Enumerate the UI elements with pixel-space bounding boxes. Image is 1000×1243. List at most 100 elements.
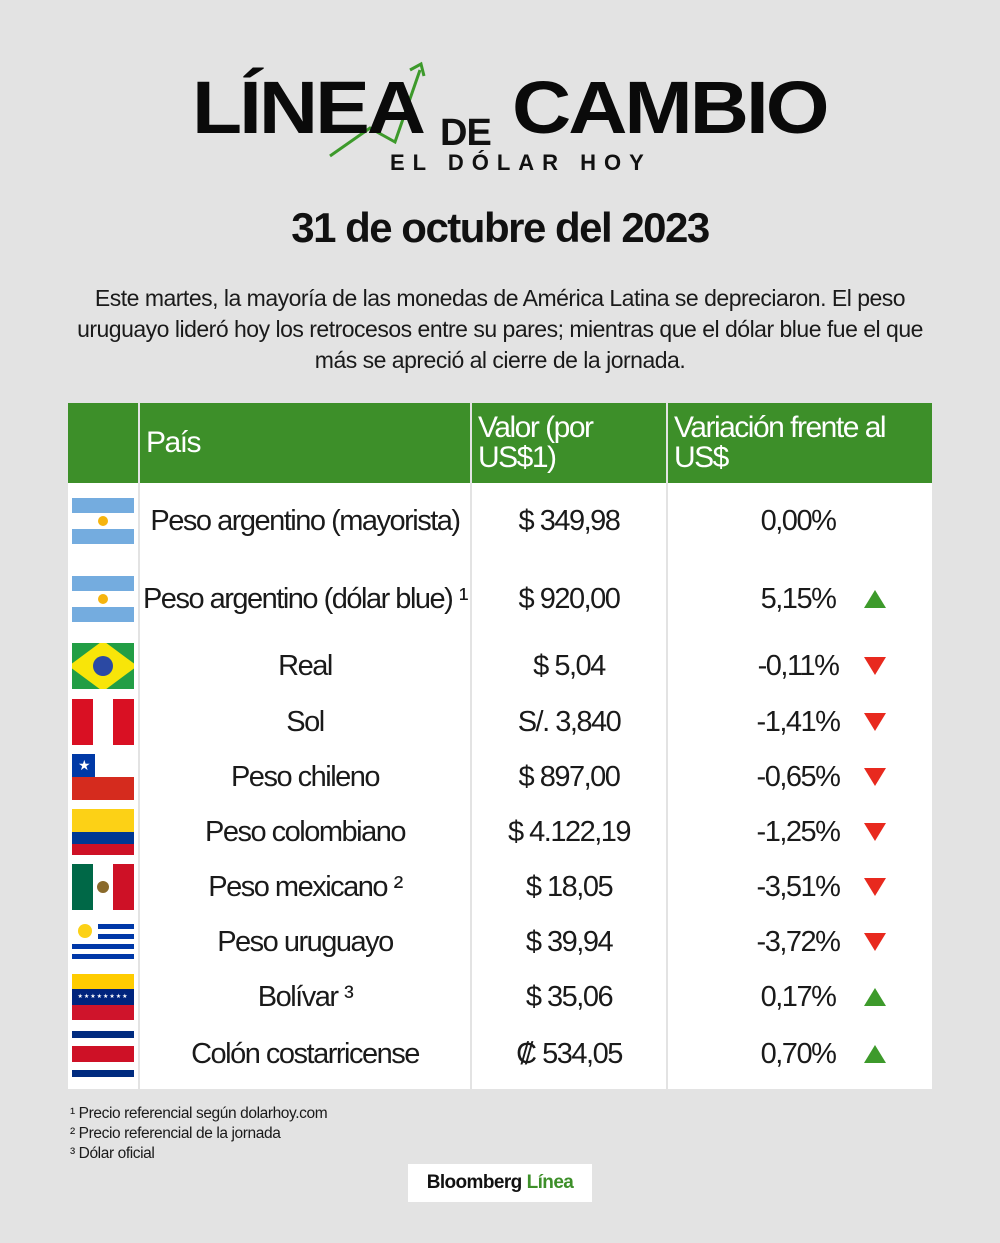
flag-cell bbox=[68, 915, 138, 968]
variation-value: -3,72% bbox=[756, 925, 841, 958]
costa-rica-flag-icon bbox=[72, 1031, 134, 1077]
table-row: ★ Peso chileno $ 897,00 -0,65% bbox=[68, 750, 932, 803]
col-valor: Valor (por US$1) bbox=[478, 411, 594, 474]
logo-cambio: CAMBIO bbox=[512, 67, 830, 150]
table-row: Colón costarricense ₡ 534,05 0,70% bbox=[68, 1025, 932, 1083]
variation-cell: -3,51% bbox=[668, 860, 932, 913]
flag-cell: ★★★★★★★★ bbox=[68, 970, 138, 1023]
brazil-flag-icon bbox=[72, 643, 134, 689]
table-row: Peso colombiano $ 4.122,19 -1,25% bbox=[68, 805, 932, 858]
footnotes: ¹ Precio referencial según dolarhoy.com … bbox=[70, 1104, 328, 1164]
table-row: Sol S/. 3,840 -1,41% bbox=[68, 695, 932, 748]
argentina-flag-icon bbox=[72, 576, 134, 622]
arrow-down-icon bbox=[864, 767, 886, 786]
footnote-3: ³ Dólar oficial bbox=[70, 1145, 155, 1162]
footnote-1: ¹ Precio referencial según dolarhoy.com bbox=[70, 1105, 328, 1122]
divider bbox=[470, 403, 472, 1089]
peru-flag-icon bbox=[72, 698, 134, 745]
currency-value: $ 4.122,19 bbox=[507, 815, 632, 848]
variation-value: 0,17% bbox=[760, 980, 837, 1013]
currency-value: $ 35,06 bbox=[525, 980, 614, 1013]
currency-value: $ 897,00 bbox=[518, 760, 621, 793]
variation-value: -1,41% bbox=[756, 705, 841, 738]
flag-cell bbox=[68, 695, 138, 748]
flag-cell: ★ bbox=[68, 750, 138, 803]
variation-cell: -1,25% bbox=[668, 805, 932, 858]
variation-value: 0,00% bbox=[760, 505, 837, 537]
flag-cell bbox=[68, 860, 138, 913]
currency-value: $ 349,98 bbox=[518, 505, 621, 537]
country-name: Sol bbox=[286, 705, 325, 738]
country-name: Peso argentino (mayorista) bbox=[150, 505, 461, 537]
logo-de: DE bbox=[440, 112, 492, 154]
argentina-flag-icon bbox=[72, 498, 134, 544]
mexico-flag-icon bbox=[72, 863, 134, 910]
currency-value: $ 18,05 bbox=[525, 870, 614, 903]
arrow-up-icon bbox=[864, 987, 886, 1006]
table-row: Peso argentino (dólar blue) ¹ $ 920,00 5,1… bbox=[68, 561, 932, 637]
variation-value: -0,65% bbox=[756, 760, 841, 793]
logo-subtitle: EL DÓLAR HOY bbox=[390, 150, 652, 175]
table-row: Peso uruguayo $ 39,94 -3,72% bbox=[68, 915, 932, 968]
variation-value: 5,15% bbox=[760, 583, 837, 615]
variation-cell: -0,11% bbox=[668, 639, 932, 693]
variation-cell: -3,72% bbox=[668, 915, 932, 968]
arrow-down-icon bbox=[864, 657, 886, 675]
brand-part2: Línea bbox=[526, 1172, 574, 1193]
country-name: Peso mexicano ² bbox=[208, 870, 403, 903]
country-name: Peso colombiano bbox=[205, 815, 406, 848]
arrow-up-icon bbox=[864, 1045, 886, 1063]
variation-value: -1,25% bbox=[756, 815, 841, 848]
country-name: Peso argentino (dólar blue) ¹ bbox=[142, 583, 469, 615]
arrow-up-icon bbox=[864, 590, 886, 608]
venezuela-flag-icon: ★★★★★★★★ bbox=[72, 973, 134, 1020]
col-pais: País bbox=[146, 426, 202, 459]
flag-cell bbox=[68, 1025, 138, 1083]
divider bbox=[138, 403, 140, 1089]
footnote-2: ² Precio referencial de la jornada bbox=[70, 1125, 281, 1142]
flag-cell bbox=[68, 561, 138, 637]
col-variacion: Variación frente al US$ bbox=[674, 411, 887, 474]
table-row: Real $ 5,04 -0,11% bbox=[68, 639, 932, 693]
flag-cell bbox=[68, 639, 138, 693]
variation-cell: -1,41% bbox=[668, 695, 932, 748]
intro-text: Este martes, la mayoría de las monedas d… bbox=[77, 285, 923, 373]
country-name: Peso chileno bbox=[230, 760, 381, 793]
flag-cell bbox=[68, 805, 138, 858]
country-name: Bolívar ³ bbox=[257, 980, 354, 1013]
currency-value: $ 5,04 bbox=[533, 650, 606, 682]
country-name: Real bbox=[278, 650, 333, 682]
arrow-down-icon bbox=[864, 877, 886, 896]
colombia-flag-icon bbox=[72, 808, 134, 855]
currency-value: S/. 3,840 bbox=[517, 705, 622, 738]
variation-cell: 5,15% bbox=[668, 561, 932, 637]
currency-table: País Valor (por US$1) Variación frente a… bbox=[68, 403, 932, 1089]
country-name: Colón costarricense bbox=[191, 1038, 420, 1070]
currency-value: ₡ 534,05 bbox=[516, 1038, 623, 1070]
flag-cell bbox=[68, 483, 138, 559]
divider bbox=[666, 403, 668, 1089]
table-row: Peso argentino (mayorista) $ 349,98 0,00% bbox=[68, 483, 932, 559]
variation-value: -3,51% bbox=[756, 870, 841, 903]
brand-part1: Bloomberg bbox=[426, 1172, 522, 1193]
variation-value: 0,70% bbox=[760, 1038, 837, 1070]
logo-linea: LÍNEA bbox=[192, 67, 426, 150]
table-row: ★★★★★★★★ Bolívar ³ $ 35,06 0,17% bbox=[68, 970, 932, 1023]
arrow-down-icon bbox=[864, 712, 886, 731]
chile-flag-icon: ★ bbox=[72, 753, 134, 800]
table-header: País Valor (por US$1) Variación frente a… bbox=[68, 403, 932, 483]
uruguay-flag-icon bbox=[72, 918, 134, 965]
arrow-down-icon bbox=[864, 822, 886, 841]
country-name: Peso uruguayo bbox=[217, 925, 394, 958]
page-date: 31 de octubre del 2023 bbox=[291, 204, 710, 251]
trend-line-icon bbox=[329, 61, 426, 158]
table-row: Peso mexicano ² $ 18,05 -3,51% bbox=[68, 860, 932, 913]
arrow-down-icon bbox=[864, 932, 886, 951]
brand-logo: Bloomberg Línea bbox=[408, 1164, 592, 1202]
variation-cell: 0,00% bbox=[668, 483, 932, 559]
variation-cell: 0,17% bbox=[668, 970, 932, 1023]
logo: LÍNEA DE CAMBIO EL DÓLAR HOY bbox=[190, 58, 850, 178]
currency-value: $ 39,94 bbox=[525, 925, 614, 958]
variation-value: -0,11% bbox=[757, 650, 840, 682]
variation-cell: -0,65% bbox=[668, 750, 932, 803]
